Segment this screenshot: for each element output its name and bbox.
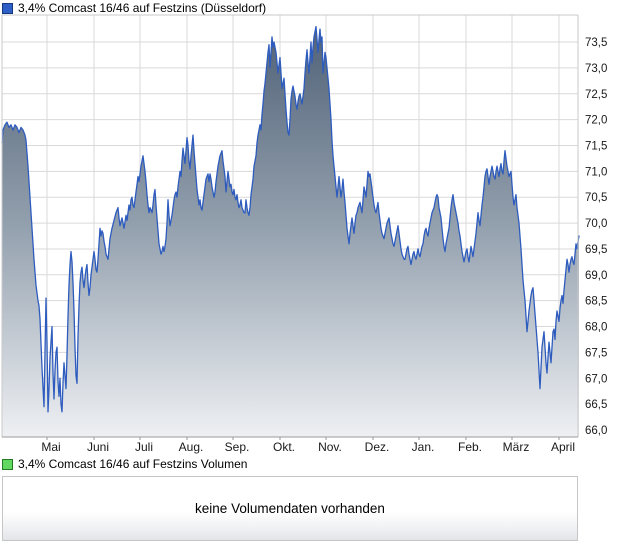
chart-frame xyxy=(1,14,579,440)
y-tick-label: 69,0 xyxy=(585,270,607,282)
y-tick-label: 66,0 xyxy=(585,425,607,437)
y-tick-label: 67,5 xyxy=(585,347,607,359)
volume-panel: keine Volumendaten vorhanden xyxy=(2,476,578,541)
chart-y-axis-labels: 73,5 73,0 72,5 72,0 71,5 71,0 70,5 70,0 69,5 69,0… xyxy=(585,37,607,437)
x-tick-label: Juni xyxy=(87,440,109,454)
x-tick-label: Jan. xyxy=(412,440,435,454)
x-tick-label: Okt. xyxy=(273,440,295,454)
chart-x-axis-labels: Mai Juni Juli Aug. Sep. Okt. Nov. Dez. Jan. Feb. M… xyxy=(41,440,575,454)
chart-area-fill xyxy=(2,26,579,437)
x-tick-label: Feb. xyxy=(458,440,482,454)
y-tick-label: 72,0 xyxy=(585,115,607,127)
x-tick-label: Mai xyxy=(41,440,60,454)
volume-series-label: 3,4% Comcast 16/46 auf Festzins Volumen xyxy=(18,457,248,471)
price-series-label: 3,4% Comcast 16/46 auf Festzins (Düsseld… xyxy=(18,1,267,15)
y-tick-label: 67,0 xyxy=(585,373,607,385)
y-tick-label: 70,5 xyxy=(585,192,607,204)
price-chart: Mai Juni Juli Aug. Sep. Okt. Nov. Dez. Jan. Feb. M… xyxy=(1,14,607,454)
y-tick-label: 68,0 xyxy=(585,322,607,334)
volume-empty-message: keine Volumendaten vorhanden xyxy=(195,501,385,516)
x-tick-label: Nov. xyxy=(318,440,342,454)
y-tick-label: 72,5 xyxy=(585,89,607,101)
price-legend: 3,4% Comcast 16/46 auf Festzins (Düsseld… xyxy=(2,2,266,14)
y-tick-label: 70,0 xyxy=(585,218,607,230)
x-tick-label: April xyxy=(551,440,575,454)
x-tick-label: März xyxy=(503,440,530,454)
price-series-marker-icon xyxy=(2,2,13,14)
y-tick-label: 73,0 xyxy=(585,63,607,75)
x-tick-label: Aug. xyxy=(179,440,204,454)
x-tick-label: Juli xyxy=(135,440,153,454)
y-tick-label: 71,5 xyxy=(585,140,607,152)
volume-series-marker-icon xyxy=(2,458,13,470)
y-tick-label: 73,5 xyxy=(585,37,607,49)
y-tick-label: 68,5 xyxy=(585,296,607,308)
y-tick-label: 66,5 xyxy=(585,399,607,411)
y-tick-label: 71,0 xyxy=(585,166,607,178)
y-tick-label: 69,5 xyxy=(585,244,607,256)
volume-legend: 3,4% Comcast 16/46 auf Festzins Volumen xyxy=(2,458,247,470)
chart-price-line xyxy=(1,25,580,413)
x-tick-label: Dez. xyxy=(365,440,390,454)
x-tick-label: Sep. xyxy=(225,440,250,454)
